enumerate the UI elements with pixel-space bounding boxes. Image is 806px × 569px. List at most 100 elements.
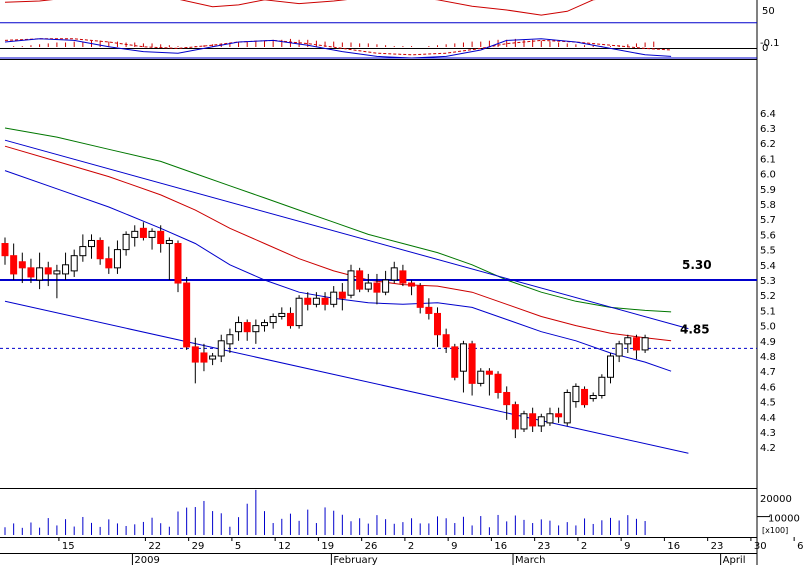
candle-body-up — [235, 322, 243, 333]
candlestick — [382, 270, 390, 296]
candle-body-down — [18, 261, 26, 269]
ma-short-line — [4, 170, 672, 372]
candle-body-down — [555, 413, 563, 418]
x-tick-label: 2 — [581, 541, 587, 552]
candle-body-down — [1, 243, 9, 257]
candlestick — [10, 243, 18, 280]
candle-body-up — [62, 264, 70, 275]
macd-signal-line — [4, 38, 672, 56]
candlestick — [641, 334, 649, 353]
candlestick — [304, 292, 312, 311]
candle-body-up — [624, 337, 632, 345]
candle-body-up — [295, 297, 303, 327]
macd-tick-label: -0.1 — [760, 38, 780, 49]
candlestick — [148, 228, 156, 250]
candlestick — [278, 307, 286, 320]
candlestick — [286, 307, 294, 329]
candle-body-up — [209, 355, 217, 360]
candle-body-down — [399, 270, 407, 284]
candlestick — [312, 292, 320, 308]
candle-body-down — [183, 282, 191, 348]
price-tick-label: 6.2 — [760, 139, 776, 150]
candle-body-up — [459, 343, 467, 372]
candlestick — [416, 283, 424, 314]
candlestick — [243, 319, 251, 341]
x-tick-label: 22 — [148, 541, 161, 552]
price-tick-label: 4.2 — [760, 443, 776, 454]
candlestick — [338, 283, 346, 311]
candlestick — [62, 252, 70, 280]
candle-body-up — [312, 297, 320, 305]
candlestick — [451, 343, 459, 381]
candlestick — [295, 295, 303, 329]
candle-body-down — [468, 343, 476, 384]
candle-body-down — [425, 306, 433, 314]
support-level-label: 4.85 — [680, 322, 710, 336]
candlestick — [269, 313, 277, 329]
candle-body-down — [200, 352, 208, 363]
candlestick — [27, 258, 35, 284]
candle-body-up — [330, 291, 338, 305]
candlestick — [632, 334, 640, 360]
candle-body-down — [416, 285, 424, 308]
candlestick — [18, 252, 26, 284]
candlestick — [390, 261, 398, 284]
candle-body-up — [53, 270, 61, 275]
candlestick — [581, 386, 589, 408]
candlestick — [347, 264, 355, 299]
candle-body-up — [217, 340, 225, 357]
candle-body-up — [563, 391, 571, 424]
candle-body-down — [503, 391, 511, 406]
candlestick — [468, 340, 476, 396]
oscillator-tick-label: 50 — [762, 6, 775, 17]
price-tick-label: 4.9 — [760, 337, 776, 348]
candlestick — [36, 252, 44, 290]
candlestick — [529, 407, 537, 432]
price-tick-label: 5.5 — [760, 246, 776, 257]
price-tick-label: 5.4 — [760, 261, 776, 272]
candlestick — [589, 392, 597, 402]
candlestick — [226, 328, 234, 353]
candlestick — [503, 386, 511, 420]
candlestick — [131, 225, 139, 247]
candle-body-down — [434, 312, 441, 336]
x-tick-label: 26 — [365, 541, 378, 552]
price-tick-label: 6.3 — [760, 124, 776, 135]
candle-body-down — [139, 227, 147, 238]
volume-tick-label: 10000 — [768, 514, 800, 525]
trendline-lower — [4, 300, 689, 454]
price-tick-label: 5.0 — [760, 322, 776, 333]
candlestick — [442, 328, 450, 353]
candlestick — [624, 334, 632, 353]
candle-body-down — [581, 388, 589, 406]
candle-body-down — [529, 413, 537, 427]
x-tick-label: 9 — [451, 541, 457, 552]
candlestick — [174, 240, 182, 293]
candlestick — [122, 231, 130, 256]
candle-body-down — [442, 334, 450, 348]
candlestick — [113, 240, 121, 274]
candle-body-down — [286, 312, 294, 327]
candlestick — [139, 222, 147, 241]
candle-body-up — [269, 315, 277, 324]
price-tick-label: 6.0 — [760, 170, 776, 181]
candlestick — [183, 276, 191, 350]
candlestick — [53, 264, 61, 299]
candle-body-up — [122, 233, 130, 251]
candlestick — [459, 340, 467, 393]
candle-body-down — [243, 322, 251, 333]
candle-body-down — [321, 297, 329, 305]
candle-body-up — [390, 267, 398, 281]
x-tick-label: 29 — [192, 541, 205, 552]
candlestick — [1, 237, 9, 265]
candle-body-up — [615, 343, 623, 357]
candle-body-down — [485, 370, 493, 375]
candlestick — [546, 407, 554, 426]
candlestick — [191, 337, 199, 384]
candle-body-down — [191, 346, 199, 363]
candle-body-up — [70, 255, 78, 272]
candle-body-down — [96, 239, 104, 260]
candlestick — [364, 273, 372, 293]
candle-body-down — [44, 267, 52, 275]
candle-body-down — [451, 346, 459, 378]
